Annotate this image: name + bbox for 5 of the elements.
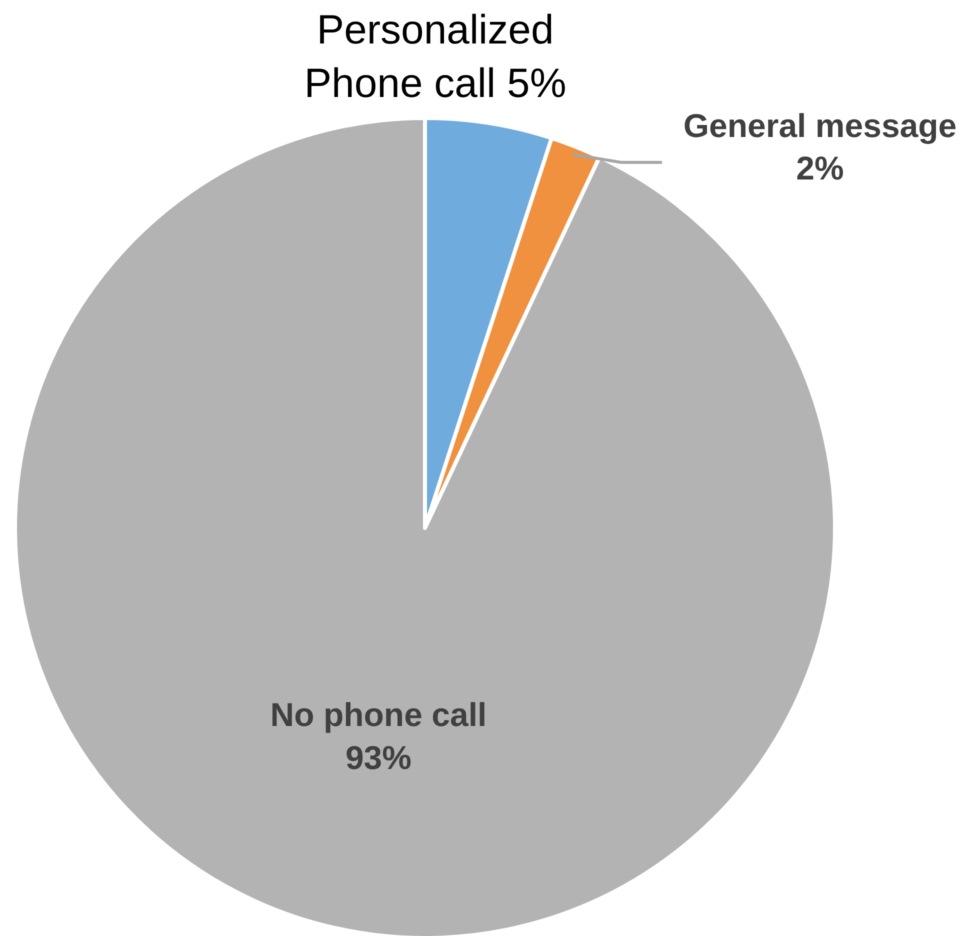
slice-label: Personalized Phone call 5%	[304, 6, 566, 106]
slice-label: General message	[683, 106, 957, 144]
slice-label: No phone call	[270, 696, 487, 734]
data-label: 2%	[796, 150, 844, 187]
data-label: 93%	[345, 739, 412, 776]
